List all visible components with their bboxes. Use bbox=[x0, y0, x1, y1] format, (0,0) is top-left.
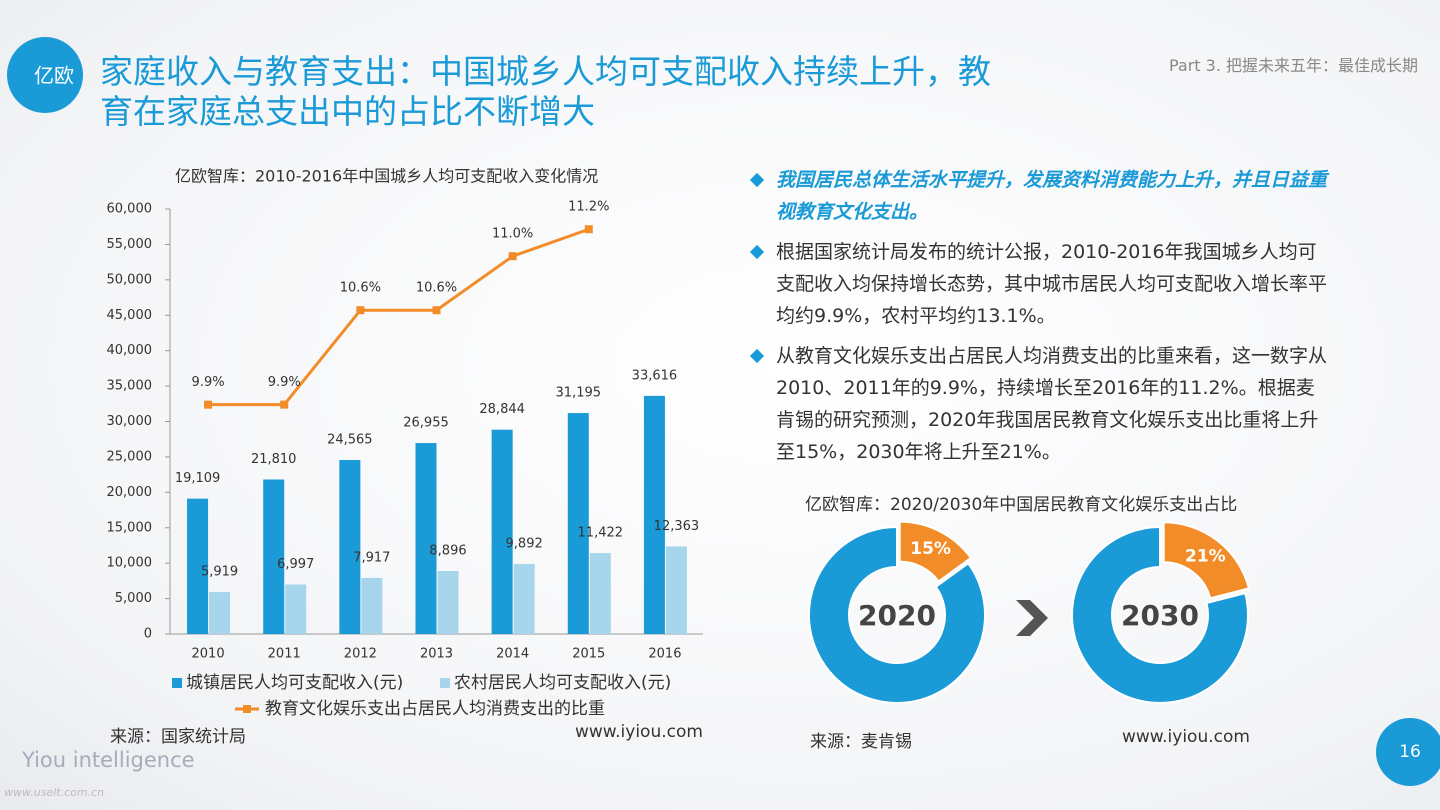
logo-badge bbox=[7, 37, 83, 113]
x-tick-label: 2015 bbox=[572, 647, 605, 662]
x-tick-label: 2010 bbox=[192, 647, 225, 662]
data-label: 26,955 bbox=[403, 416, 449, 431]
y-tick-label: 40,000 bbox=[107, 343, 153, 358]
y-tick-label: 20,000 bbox=[107, 485, 153, 500]
legend-swatch bbox=[172, 678, 182, 688]
site: www.iyiou.com bbox=[575, 722, 703, 742]
data-label: 12,363 bbox=[654, 519, 700, 534]
title-line: 育在家庭总支出中的占比不断增大 bbox=[100, 92, 595, 131]
data-label: 11.0% bbox=[492, 227, 533, 242]
part-label: Part 3. 把握未来五年：最佳成长期 bbox=[1168, 56, 1418, 75]
data-label: 6,997 bbox=[277, 557, 314, 572]
data-label: 33,616 bbox=[632, 368, 678, 383]
x-tick-label: 2012 bbox=[344, 647, 377, 662]
line-point bbox=[584, 225, 593, 234]
data-label: 21% bbox=[1185, 547, 1226, 567]
y-tick-label: 25,000 bbox=[107, 449, 153, 464]
line-point bbox=[204, 400, 213, 409]
y-tick-label: 35,000 bbox=[107, 379, 153, 394]
page-badge bbox=[1376, 718, 1440, 786]
donut-slice bbox=[808, 525, 986, 704]
y-tick-label: 55,000 bbox=[107, 237, 153, 252]
y-tick-label: 50,000 bbox=[107, 272, 153, 287]
data-label: 11,422 bbox=[578, 526, 624, 541]
bullet: 根据国家统计局发布的统计公报，2010-2016年我国城乡人均可支配收入均保持增… bbox=[748, 236, 1328, 332]
bar bbox=[339, 459, 361, 634]
y-tick-label: 60,000 bbox=[107, 202, 153, 217]
line-point bbox=[280, 400, 289, 409]
title: 家庭收入与教育支出：中国城乡人均可支配收入持续上升，教 育在家庭总支出中的占比不断… bbox=[100, 52, 991, 132]
bullet: 从教育文化娱乐支出占居民人均消费支出的比重来看，这一数字从2010、2011年的… bbox=[748, 340, 1328, 468]
data-label: 9.9% bbox=[268, 375, 301, 390]
center-label: 2020 bbox=[858, 599, 936, 632]
chart-title: 亿欧智库：2010-2016年中国城乡人均可支配收入变化情况 bbox=[175, 167, 598, 186]
donut-slice bbox=[898, 520, 973, 583]
line bbox=[208, 227, 590, 407]
y-tick-label: 45,000 bbox=[107, 308, 153, 323]
data-label: 10.6% bbox=[340, 281, 381, 296]
data-label: 7,917 bbox=[353, 550, 390, 565]
bullets: 我国居民总体生活水平提升，发展资料消费能力上升，并且日益重视教育文化支出。 根据… bbox=[748, 164, 1328, 476]
page-number: 16 bbox=[1399, 742, 1421, 762]
watermark: www.uselt.com.cn bbox=[4, 786, 105, 799]
bar bbox=[415, 443, 437, 634]
center-label: 2030 bbox=[1121, 599, 1199, 632]
data-label: 9.9% bbox=[192, 375, 225, 390]
bar bbox=[491, 429, 513, 634]
bar bbox=[209, 592, 231, 634]
legend-swatch bbox=[440, 678, 450, 688]
bar bbox=[589, 553, 611, 634]
data-label: 5,919 bbox=[201, 565, 238, 580]
y-tick-label: 5,000 bbox=[115, 591, 152, 606]
bar bbox=[285, 584, 307, 634]
legend-label: 教育文化娱乐支出占居民人均消费支出的比重 bbox=[265, 699, 605, 719]
data-label: 28,844 bbox=[479, 402, 525, 417]
source: 来源：国家统计局 bbox=[110, 727, 246, 747]
legend-swatch bbox=[243, 705, 251, 713]
bar bbox=[643, 395, 665, 634]
x-tick-label: 2014 bbox=[496, 647, 529, 662]
data-label: 10.6% bbox=[416, 281, 457, 296]
line-point bbox=[356, 306, 365, 315]
source: 来源：麦肯锡 bbox=[810, 732, 912, 752]
data-label: 11.2% bbox=[568, 200, 609, 215]
bar bbox=[263, 479, 285, 634]
logo: 亿欧 bbox=[34, 64, 74, 88]
bar bbox=[513, 563, 535, 634]
line-point bbox=[508, 252, 517, 261]
data-label: 15% bbox=[910, 539, 951, 559]
x-tick-label: 2011 bbox=[268, 647, 301, 662]
y-tick-label: 0 bbox=[144, 627, 152, 642]
y-tick-label: 15,000 bbox=[107, 520, 153, 535]
x-tick-label: 2016 bbox=[648, 647, 681, 662]
y-tick-label: 30,000 bbox=[107, 414, 153, 429]
bar bbox=[665, 546, 687, 634]
brand: Yiou intelligence bbox=[22, 748, 195, 772]
site: www.iyiou.com bbox=[1122, 727, 1250, 747]
data-label: 24,565 bbox=[327, 432, 373, 447]
data-label: 21,810 bbox=[251, 452, 297, 467]
bullet: 我国居民总体生活水平提升，发展资料消费能力上升，并且日益重视教育文化支出。 bbox=[748, 164, 1328, 228]
legend-label: 城镇居民人均可支配收入(元) bbox=[186, 673, 403, 693]
bar bbox=[567, 413, 589, 634]
x-tick-label: 2013 bbox=[420, 647, 453, 662]
chart-title: 亿欧智库：2020/2030年中国居民教育文化娱乐支出占比 bbox=[805, 495, 1238, 515]
data-label: 8,896 bbox=[429, 543, 466, 558]
data-label: 19,109 bbox=[175, 471, 221, 486]
donut-slice bbox=[1071, 525, 1249, 704]
legend-label: 农村居民人均可支配收入(元) bbox=[454, 673, 671, 693]
line-point bbox=[432, 306, 441, 315]
bar bbox=[187, 498, 209, 634]
data-label: 31,195 bbox=[556, 386, 602, 401]
donut-slice bbox=[1162, 521, 1251, 600]
data-label: 9,892 bbox=[506, 536, 543, 551]
bar bbox=[361, 577, 383, 634]
title-line: 家庭收入与教育支出：中国城乡人均可支配收入持续上升，教 bbox=[100, 52, 991, 91]
arrow bbox=[1016, 600, 1048, 636]
y-tick-label: 10,000 bbox=[107, 556, 153, 571]
bar bbox=[437, 570, 459, 634]
